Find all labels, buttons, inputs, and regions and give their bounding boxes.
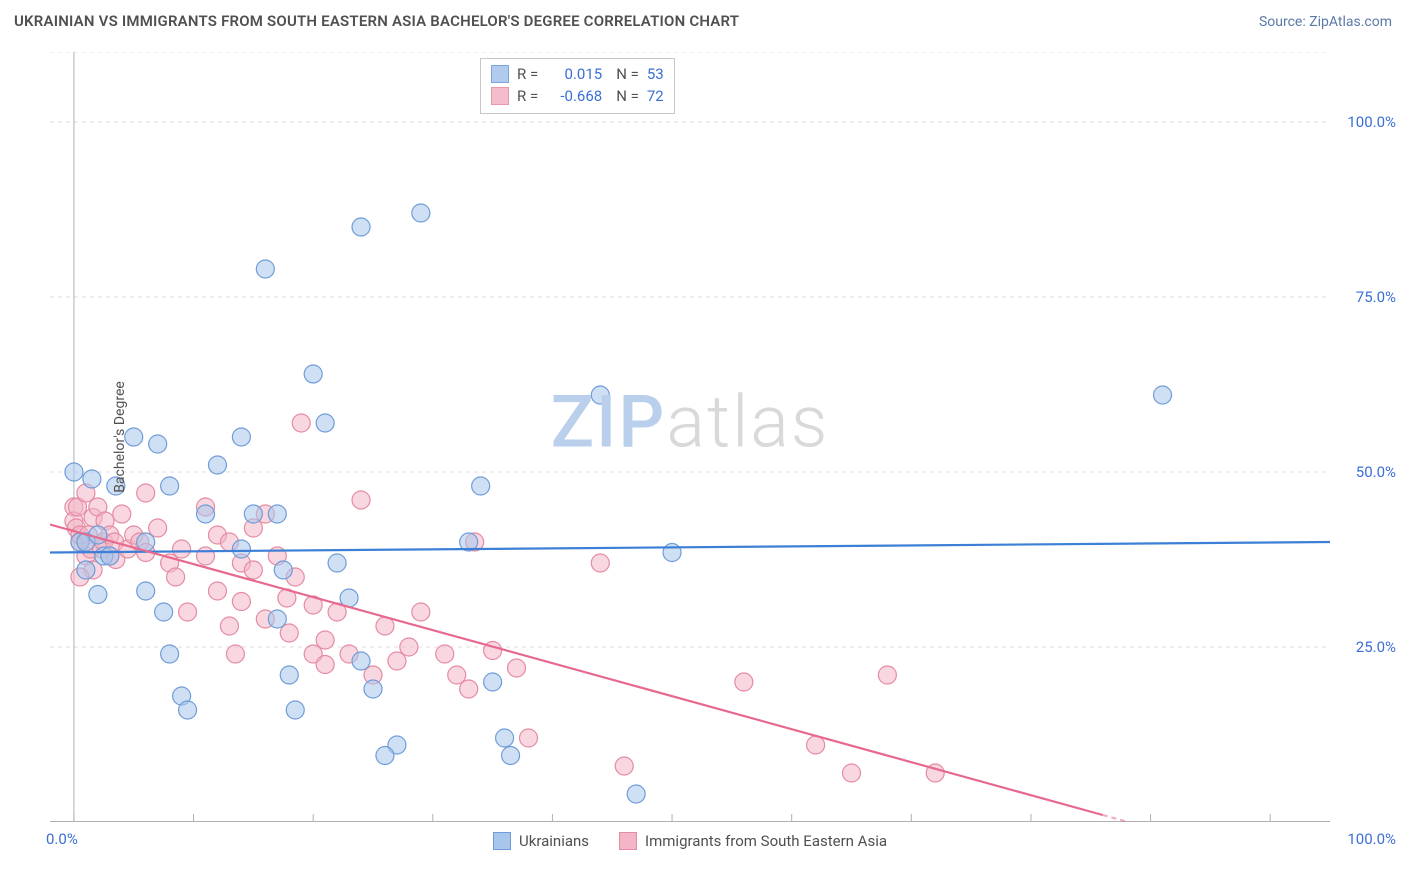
legend-label-ukrainians: Ukrainians bbox=[519, 832, 589, 850]
y-axis-label: Bachelor's Degree bbox=[112, 381, 128, 493]
stats-row-ukrainians: R = 0.015 N = 53 bbox=[491, 63, 664, 85]
legend-swatch-ukrainians bbox=[493, 832, 511, 850]
r-label: R = bbox=[517, 85, 538, 107]
y-tick-75: 75.0% bbox=[1356, 288, 1396, 306]
n-value-ukrainians: 53 bbox=[647, 63, 664, 85]
series-legend: Ukrainians Immigrants from South Eastern… bbox=[50, 832, 1330, 850]
x-tick-100: 100.0% bbox=[1347, 830, 1396, 848]
legend-item-immigrants: Immigrants from South Eastern Asia bbox=[619, 832, 887, 850]
scatter-chart bbox=[50, 52, 1330, 822]
stats-row-immigrants: R = -0.668 N = 72 bbox=[491, 85, 664, 107]
page-title: UKRAINIAN VS IMMIGRANTS FROM SOUTH EASTE… bbox=[14, 12, 739, 30]
chart-area: Bachelor's Degree ZIPatlas R =0.015N =53… bbox=[50, 52, 1330, 822]
x-tick-0: 0.0% bbox=[46, 830, 78, 848]
n-label: N = bbox=[616, 85, 639, 107]
r-label: R = bbox=[517, 63, 538, 85]
legend-label-immigrants: Immigrants from South Eastern Asia bbox=[645, 832, 887, 850]
n-value-immigrants: 72 bbox=[647, 85, 664, 107]
stats-legend: R = 0.015 N = 53 R = -0.668 N = 72 bbox=[480, 58, 675, 114]
y-tick-100: 100.0% bbox=[1347, 113, 1396, 131]
y-tick-50: 50.0% bbox=[1356, 463, 1396, 481]
n-label: N = bbox=[616, 63, 639, 85]
legend-item-ukrainians: Ukrainians bbox=[493, 832, 589, 850]
source-label: Source: ZipAtlas.com bbox=[1259, 14, 1392, 30]
stats-swatch-ukrainians bbox=[491, 65, 509, 83]
stats-swatch-immigrants bbox=[491, 87, 509, 105]
legend-swatch-immigrants bbox=[619, 832, 637, 850]
r-value-ukrainians: 0.015 bbox=[546, 63, 602, 85]
y-tick-25: 25.0% bbox=[1356, 638, 1396, 656]
r-value-immigrants: -0.668 bbox=[546, 85, 602, 107]
